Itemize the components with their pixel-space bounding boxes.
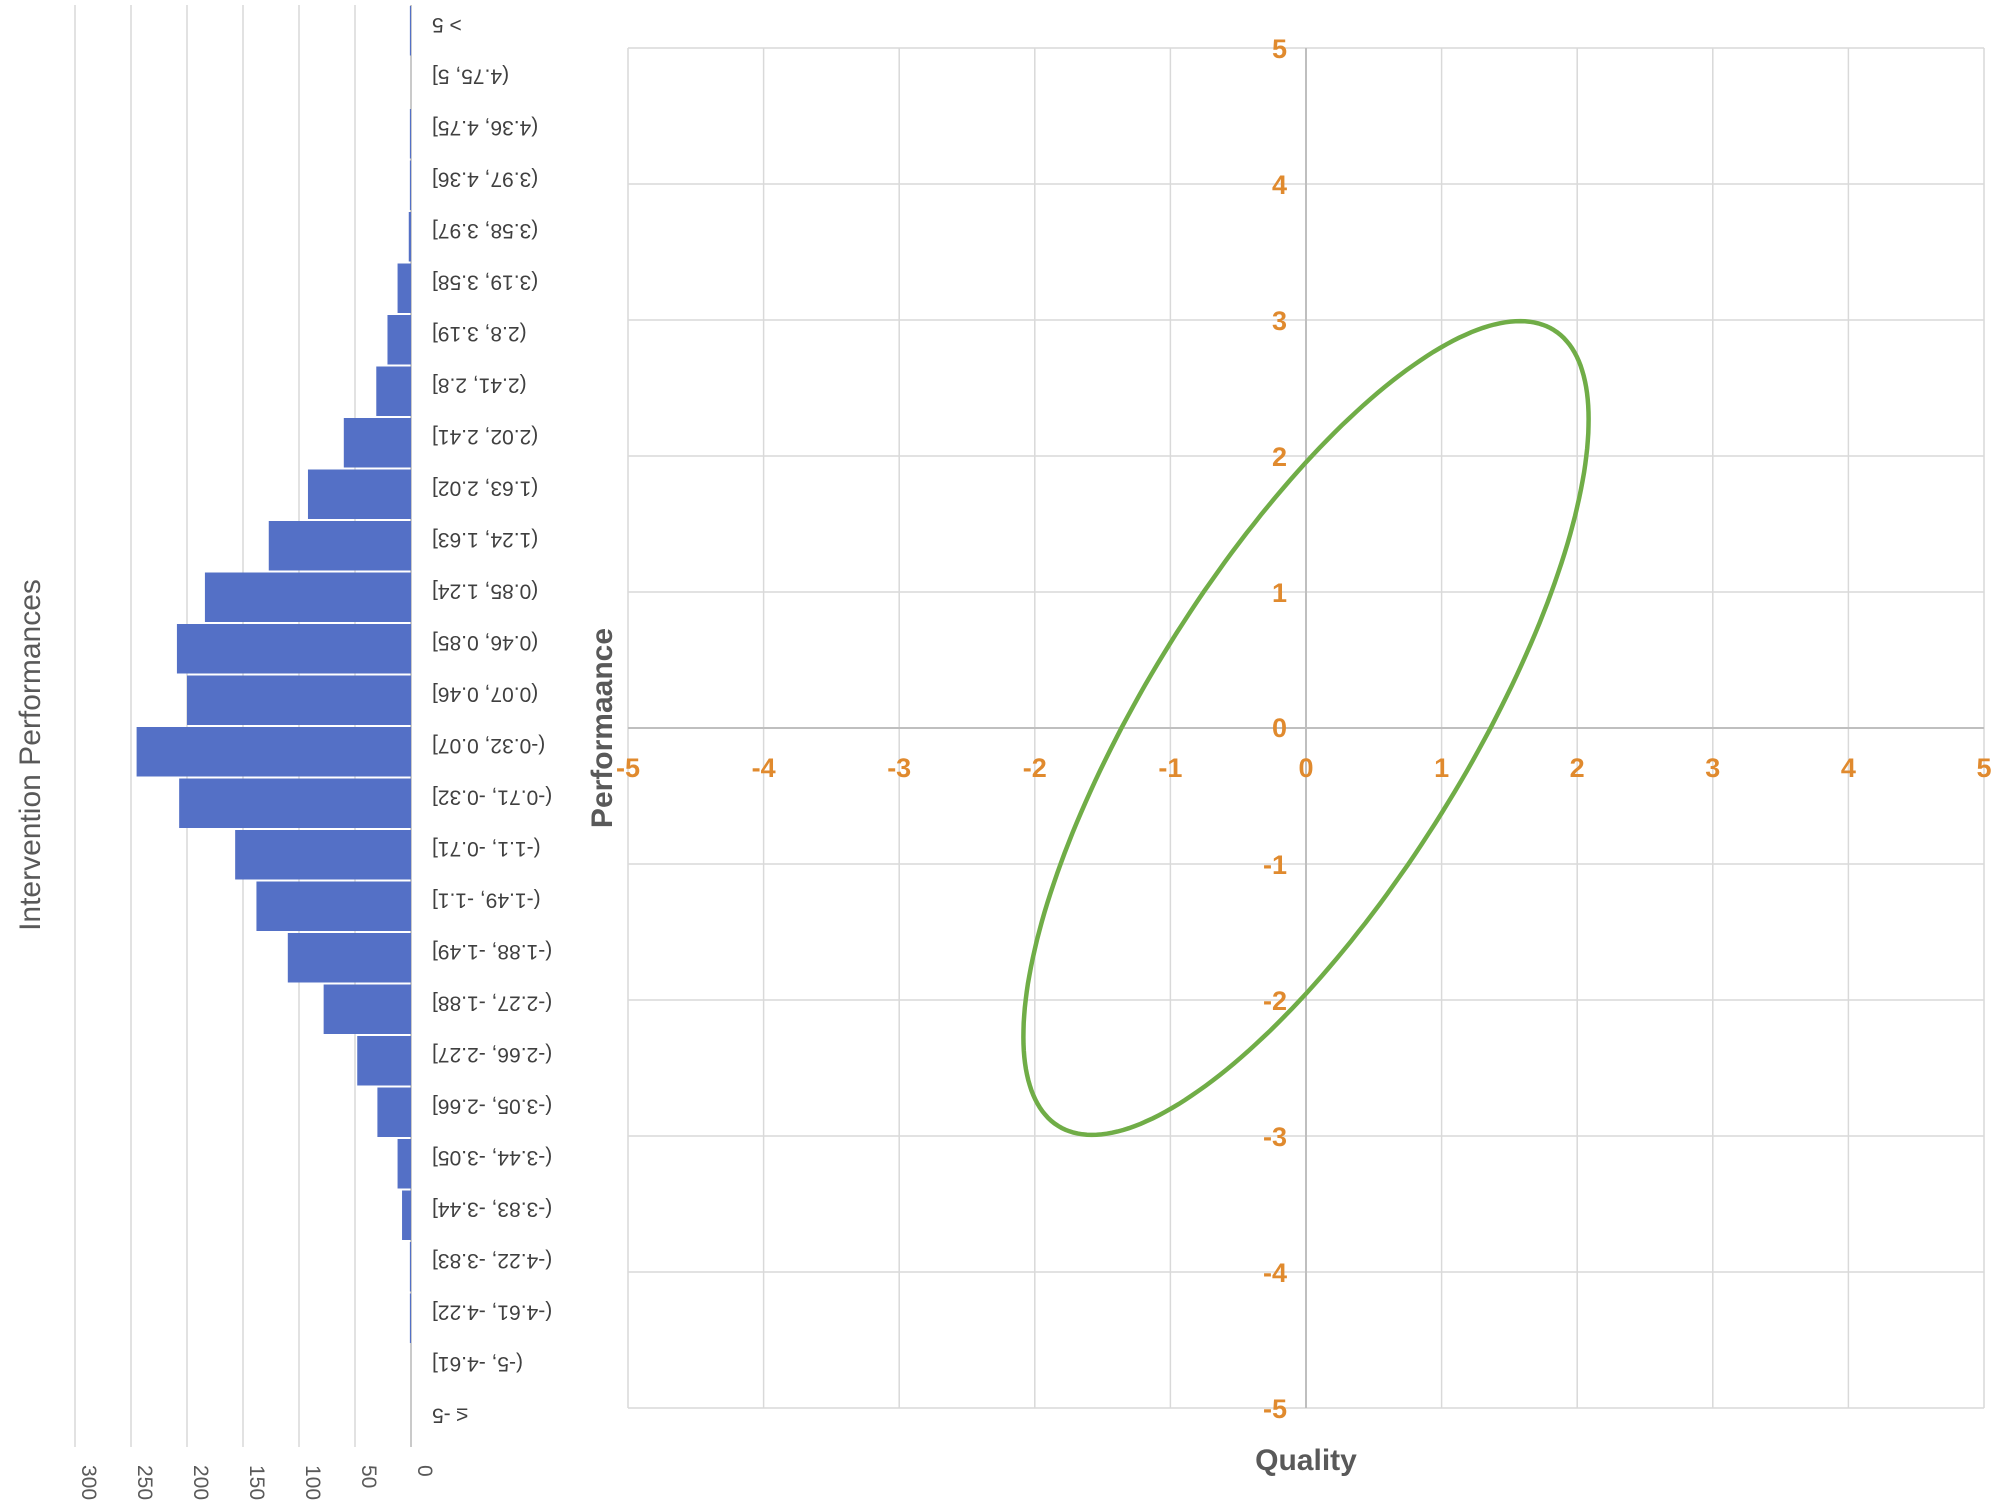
hist-category-label: (-0.32, 0.07] xyxy=(432,734,545,757)
hist-bar xyxy=(307,469,411,519)
hist-bar xyxy=(409,160,411,210)
hist-x-tick-label: 150 xyxy=(245,1465,268,1500)
plot-y-tick-label: 5 xyxy=(1272,34,1287,64)
hist-x-tick-label: 50 xyxy=(357,1465,380,1488)
hist-bar xyxy=(287,933,411,983)
plot-x-tick-label: 4 xyxy=(1841,753,1856,783)
hist-category-label: (2.41, 2.8] xyxy=(432,374,527,397)
hist-bar xyxy=(397,1139,411,1189)
plot-x-axis-title: Quality xyxy=(1255,1444,1357,1477)
plot-x-tick-label: -3 xyxy=(887,753,911,783)
hist-category-label: (0.07, 0.46] xyxy=(432,683,538,706)
hist-category-label: (3.58, 3.97] xyxy=(432,219,538,242)
hist-category-label: (4.75, 5] xyxy=(432,65,509,88)
plot-y-tick-label: -3 xyxy=(1263,1122,1287,1152)
hist-category-label: (-1.49, -1.1] xyxy=(432,889,541,912)
hist-bar xyxy=(343,418,411,468)
hist-bar xyxy=(179,778,411,828)
hist-category-label: (1.24, 1.63] xyxy=(432,528,538,551)
plot-x-tick-label: 0 xyxy=(1298,753,1313,783)
hist-bar xyxy=(176,624,411,674)
plot-y-axis-title: Performaance xyxy=(586,628,619,828)
hist-category-label: (-3.44, -3.05] xyxy=(432,1146,552,1169)
hist-category-label: (3.97, 4.36] xyxy=(432,168,538,191)
hist-bar xyxy=(376,366,411,416)
hist-bar xyxy=(409,6,411,56)
hist-bar xyxy=(397,263,411,313)
hist-bar xyxy=(323,984,411,1034)
plot-x-tick-label: -5 xyxy=(616,753,640,783)
hist-bar xyxy=(409,1242,411,1292)
plot-y-tick-label: 0 xyxy=(1272,713,1287,743)
plot-y-tick-label: -2 xyxy=(1263,986,1287,1016)
hist-category-label: (3.19, 3.58] xyxy=(432,271,538,294)
plot-y-tick-label: 4 xyxy=(1272,170,1287,200)
hist-bar xyxy=(357,1036,411,1086)
hist-category-label: (2.02, 2.41] xyxy=(432,425,538,448)
hist-bar xyxy=(256,881,411,931)
hist-bar xyxy=(377,1087,411,1137)
ellipse-curve xyxy=(1021,318,1591,1138)
plot-y-tick-label: 3 xyxy=(1272,306,1287,336)
hist-category-label: (-3.83, -3.44] xyxy=(432,1198,552,1221)
hist-category-label: (0.85, 1.24] xyxy=(432,580,538,603)
plot-x-tick-label: 1 xyxy=(1434,753,1449,783)
hist-category-label: (-1.88, -1.49] xyxy=(432,940,552,963)
plot-x-tick-label: -2 xyxy=(1023,753,1047,783)
plot-y-tick-label: -4 xyxy=(1263,1258,1287,1288)
hist-x-tick-label: 200 xyxy=(189,1465,212,1500)
hist-category-label: (2.8, 3.19] xyxy=(432,322,527,345)
hist-bar xyxy=(408,212,411,262)
hist-bar xyxy=(136,727,411,777)
hist-x-tick-label: 300 xyxy=(77,1465,100,1500)
plot-y-tick-label: 2 xyxy=(1272,442,1287,472)
hist-category-label: (-2.66, -2.27] xyxy=(432,1043,552,1066)
hist-bar xyxy=(187,675,411,725)
hist-category-label: (-0.71, -0.32] xyxy=(432,786,552,809)
hist-category-label: ≤ -5 xyxy=(432,1404,468,1427)
hist-axis-title: Intervention Performances xyxy=(14,579,47,931)
hist-category-label: (-4.22, -3.83] xyxy=(432,1249,552,1272)
hist-category-label: (0.46, 0.85] xyxy=(432,631,538,654)
hist-bar xyxy=(387,315,411,365)
hist-bar xyxy=(235,830,411,880)
hist-category-label: (-1.1, -0.71] xyxy=(432,837,541,860)
ellipse-plot: -5 -4 -3 -2 -1 0 1 2 3 4 5 -5 -4 -3 -2 -1 0 1 2 3 4 5 Quality P… xyxy=(586,34,1992,1477)
hist-bar xyxy=(268,521,411,571)
hist-bar xyxy=(402,1190,411,1240)
plot-x-tick-label: 5 xyxy=(1976,753,1991,783)
plot-y-tick-label: -1 xyxy=(1263,850,1287,880)
hist-category-label: > 5 xyxy=(432,13,462,36)
plot-x-tick-label: -4 xyxy=(752,753,776,783)
plot-x-tick-label: 2 xyxy=(1570,753,1585,783)
hist-category-label: (1.63, 2.02] xyxy=(432,477,538,500)
hist-bar xyxy=(204,572,411,622)
hist-category-label: (-4.61, -4.22] xyxy=(432,1301,552,1324)
hist-x-tick-label: 250 xyxy=(133,1465,156,1500)
hist-bar xyxy=(409,109,411,159)
hist-x-tick-label: 0 xyxy=(413,1465,436,1477)
plot-y-tick-label: 1 xyxy=(1272,578,1287,608)
plot-y-tick-label: -5 xyxy=(1263,1394,1287,1424)
plot-x-tick-label: -1 xyxy=(1158,753,1182,783)
hist-x-tick-label: 100 xyxy=(301,1465,324,1500)
histogram-chart: 0 50 100 150 200 250 300 > 5 (4.75, 5] (4.36, 4.7… xyxy=(14,5,552,1500)
hist-bar xyxy=(409,1293,411,1343)
hist-category-label: (4.36, 4.75] xyxy=(432,116,538,139)
hist-category-label: (-2.27, -1.88] xyxy=(432,992,552,1015)
hist-category-label: (-5, -4.61] xyxy=(432,1352,523,1375)
plot-x-tick-label: 3 xyxy=(1705,753,1720,783)
hist-category-label: (-3.05, -2.66] xyxy=(432,1095,552,1118)
